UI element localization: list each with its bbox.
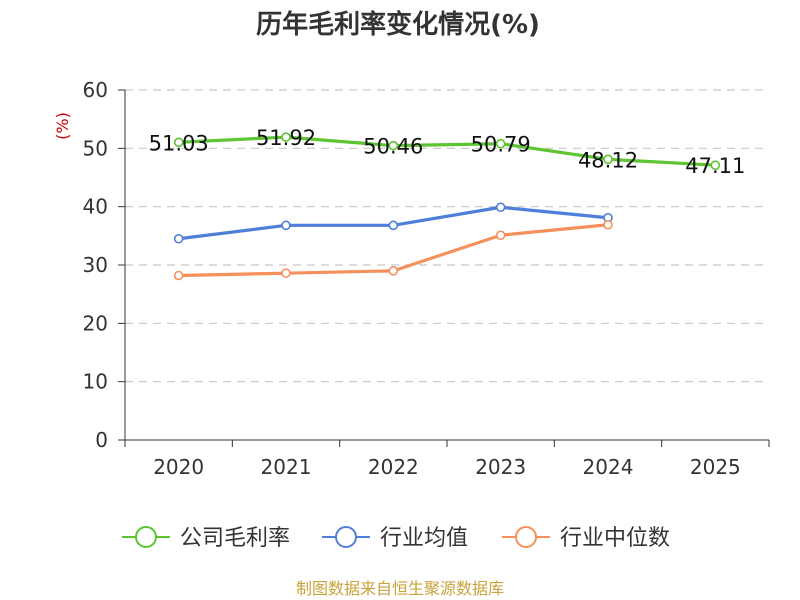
legend-label: 公司毛利率	[180, 526, 290, 551]
chart-title: 历年毛利率变化情况(%)	[256, 9, 540, 40]
data-point	[603, 219, 613, 230]
y-tick-label: 0	[95, 428, 108, 452]
legend-label: 行业中位数	[560, 526, 670, 551]
data-label: 51.03	[149, 131, 209, 155]
axes: 0 10 20 30 40 50 60 2020 2021 2022 2023 2024 2025	[83, 78, 770, 479]
x-tick-label: 2024	[583, 455, 634, 479]
x-tick-label: 2025	[690, 455, 741, 479]
legend-label: 行业均值	[380, 526, 468, 551]
data-point	[173, 137, 184, 148]
data-point	[281, 132, 291, 142]
data-point	[388, 140, 399, 151]
data-point	[388, 266, 399, 276]
legend: 公司毛利率 行业均值 行业中位数	[122, 526, 670, 551]
y-tick-label: 10	[83, 370, 108, 394]
y-tick-label: 40	[83, 195, 108, 219]
series-line-0	[178, 135, 716, 167]
x-tick-label: 2020	[153, 455, 204, 479]
data-point	[603, 154, 613, 165]
data-label: 50.79	[471, 133, 531, 157]
series-lines	[173, 132, 721, 281]
legend-marker-circle	[515, 526, 537, 548]
data-point	[388, 220, 399, 231]
y-tick-label: 60	[83, 78, 108, 102]
y-axis-unit: (%)	[53, 112, 72, 140]
data-label: 48.12	[578, 148, 638, 172]
data-point	[281, 220, 291, 231]
data-point	[173, 233, 184, 244]
data-point	[710, 160, 721, 170]
data-label: 47.11	[685, 154, 745, 178]
gridlines	[125, 89, 769, 383]
source-note: 制图数据来自恒生聚源数据库	[296, 579, 504, 598]
y-tick-label: 50	[83, 136, 108, 160]
y-tick-label: 30	[83, 253, 108, 277]
data-point	[495, 202, 506, 213]
y-tick-label: 20	[83, 311, 108, 335]
data-label: 50.46	[363, 135, 423, 159]
data-point	[495, 138, 506, 149]
legend-marker-circle	[135, 526, 157, 548]
x-tick-label: 2023	[475, 455, 526, 479]
data-point	[281, 268, 291, 278]
data-point	[173, 270, 184, 281]
legend-marker-circle	[335, 526, 357, 548]
x-tick-label: 2021	[261, 455, 312, 479]
data-label: 51.92	[256, 126, 316, 150]
data-point	[495, 230, 506, 241]
data-labels: 51.03 51.92 50.46 50.79 48.12 47.11	[149, 126, 746, 178]
x-tick-label: 2022	[368, 455, 419, 479]
